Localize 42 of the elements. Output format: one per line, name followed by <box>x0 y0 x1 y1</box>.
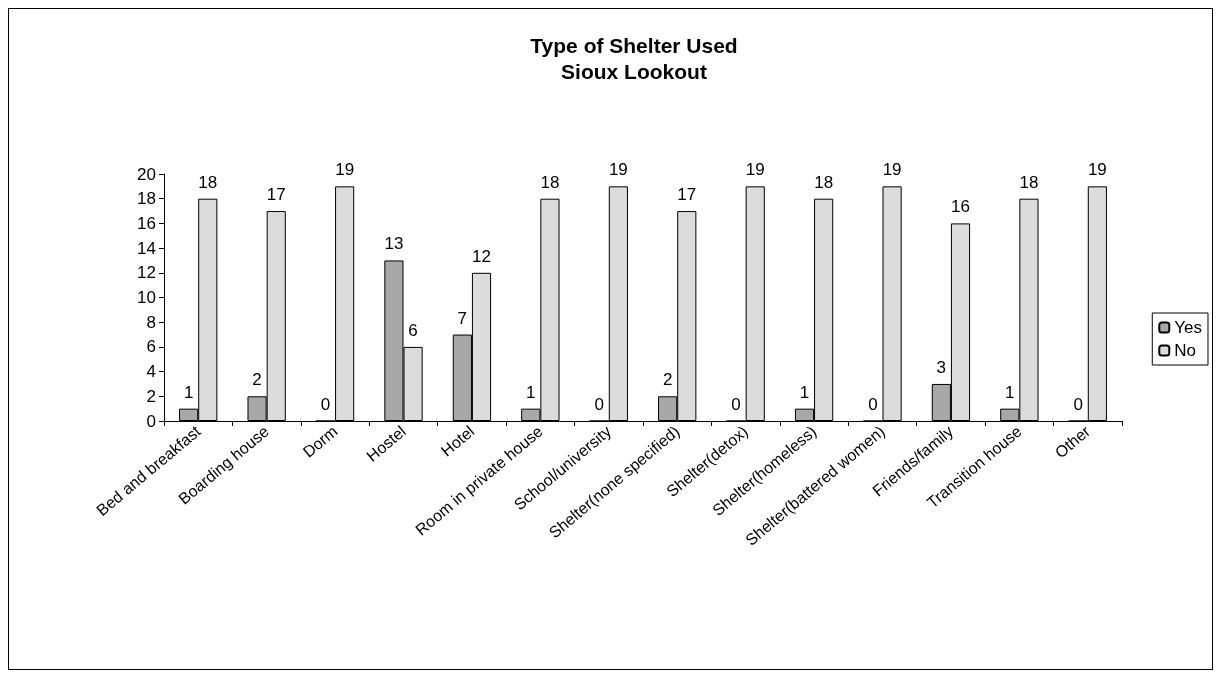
data-label: 18 <box>540 172 560 192</box>
data-label: 16 <box>951 197 970 217</box>
data-label: 1 <box>526 382 536 402</box>
y-tick-label: 20 <box>137 164 156 184</box>
y-tick-label: 4 <box>146 362 156 382</box>
y-tick-label: 0 <box>146 411 156 431</box>
data-label: 1 <box>183 382 194 402</box>
data-label: 1 <box>799 382 810 402</box>
data-label: 19 <box>335 160 355 180</box>
data-label: 0 <box>1073 394 1083 414</box>
data-label: 0 <box>868 394 878 414</box>
y-tick-label: 8 <box>146 312 156 332</box>
data-label: 13 <box>384 234 404 254</box>
data-label: 19 <box>1087 160 1107 180</box>
data-label: 2 <box>662 370 673 390</box>
y-tick-label: 12 <box>137 263 156 283</box>
data-label: 17 <box>677 185 697 205</box>
y-tick-label: 10 <box>137 288 156 307</box>
y-tick-label: 2 <box>146 386 156 406</box>
data-label: 12 <box>472 246 491 266</box>
data-label: 17 <box>266 185 286 205</box>
data-label: 19 <box>745 160 765 180</box>
legend-label: No <box>1174 341 1196 360</box>
data-label: 18 <box>1019 172 1039 192</box>
data-label: 19 <box>882 160 902 180</box>
data-label: 0 <box>731 394 741 414</box>
data-label: 0 <box>594 394 604 414</box>
legend-label: Yes <box>1174 318 1202 337</box>
data-label: 0 <box>320 394 331 414</box>
y-tick-label: 16 <box>137 213 156 233</box>
data-label: 1 <box>1005 382 1015 402</box>
chart-title: Type of Shelter Used Sioux Lookout <box>530 33 738 83</box>
y-tick-label: 18 <box>137 189 156 209</box>
y-tick-label: 6 <box>146 337 156 357</box>
data-label: 2 <box>252 370 262 390</box>
data-label: 6 <box>408 320 418 340</box>
data-label: 18 <box>198 172 218 192</box>
data-label: 18 <box>814 172 834 192</box>
y-tick-label: 14 <box>137 238 156 258</box>
data-label: 3 <box>936 357 947 377</box>
data-label: 7 <box>457 308 468 328</box>
data-label: 19 <box>608 160 628 180</box>
